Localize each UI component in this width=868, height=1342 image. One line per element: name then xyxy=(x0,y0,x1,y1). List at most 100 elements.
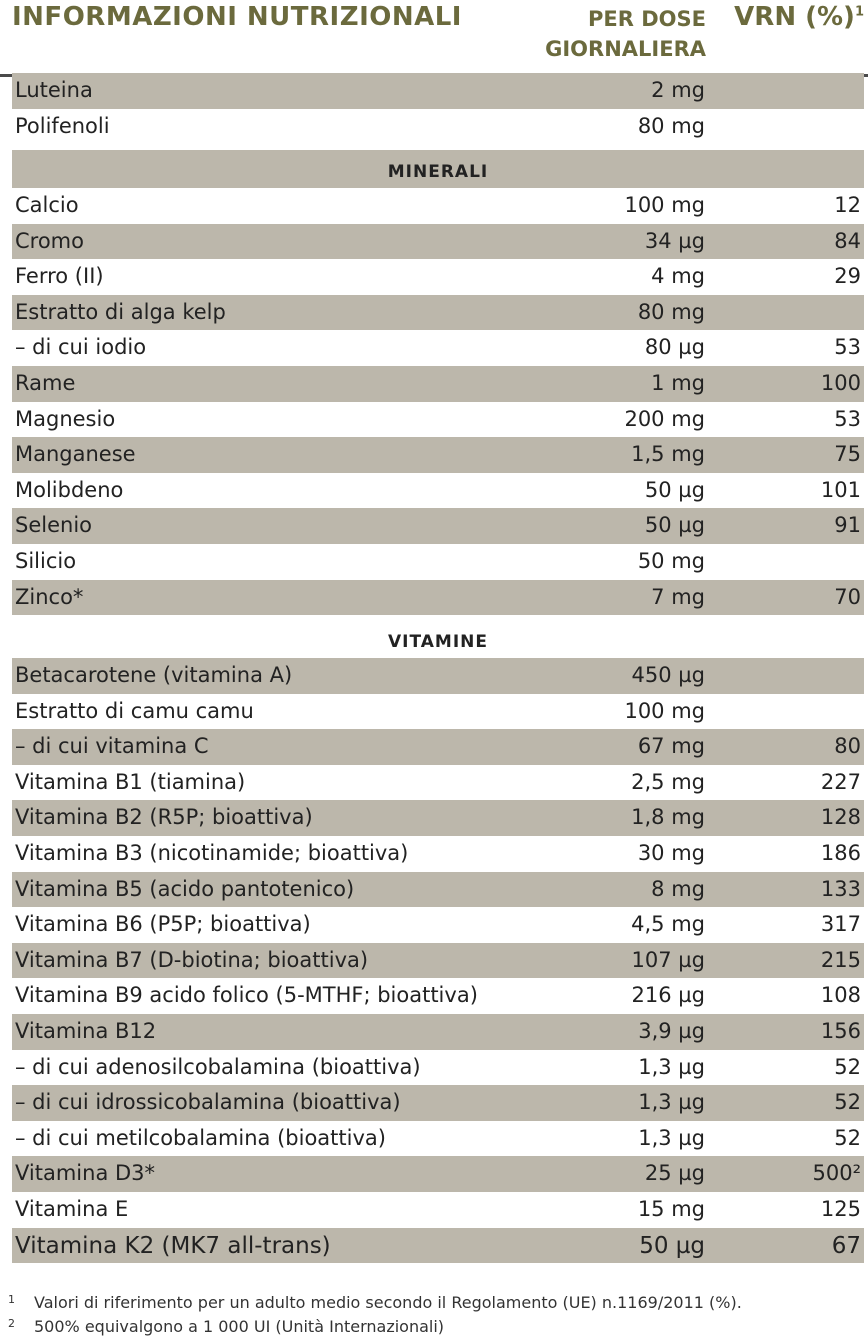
vrn-cell: 84 xyxy=(834,228,861,253)
table-row: Vitamina B12 3,9 µg 156 xyxy=(12,1014,864,1050)
vrn-cell: 52 xyxy=(834,1125,861,1150)
table-row: Rame 1 mg 100 xyxy=(12,366,864,402)
vrn-cell: 29 xyxy=(834,264,861,289)
amount-cell: 8 mg xyxy=(651,876,705,901)
table-title: INFORMAZIONI NUTRIZIONALI xyxy=(12,2,462,32)
amount-cell: 450 µg xyxy=(631,663,705,687)
amount-cell: 1 mg xyxy=(651,371,705,395)
amount-cell: 100 mg xyxy=(624,698,705,723)
table-row: Ferro (II) 4 mg 29 xyxy=(12,259,864,295)
footnote-text: 500% equivalgono a 1 000 UI (Unità Inter… xyxy=(34,1317,445,1336)
vrn-cell: 133 xyxy=(820,876,861,901)
amount-cell: 107 µg xyxy=(631,947,705,972)
nutrient-name: Vitamina B1 (tiamina) xyxy=(15,769,246,794)
amount-cell: 15 mg xyxy=(637,1197,705,1221)
table-row: Molibdeno 50 µg 101 xyxy=(12,473,864,509)
vrn-cell: 215 xyxy=(820,947,861,972)
amount-cell: 80 mg xyxy=(637,299,705,324)
nutrient-name: Luteina xyxy=(15,78,93,102)
nutrient-name: – di cui metilcobalamina (bioattiva) xyxy=(15,1125,386,1150)
nutrient-name: Estratto di alga kelp xyxy=(15,299,226,324)
amount-cell: 2,5 mg xyxy=(631,769,705,794)
vrn-cell: 317 xyxy=(820,912,861,937)
vrn-cell: 156 xyxy=(820,1019,861,1043)
vrn-cell: 12 xyxy=(834,193,861,217)
footnote-mark: 1 xyxy=(8,1293,15,1306)
nutrient-name: Magnesio xyxy=(15,406,116,431)
table-row: Silicio 50 mg xyxy=(12,544,864,580)
nutrient-name: Silicio xyxy=(15,549,77,573)
vrn-cell: 91 xyxy=(834,513,861,538)
nutrient-name: Ferro (II) xyxy=(15,264,104,289)
amount-cell: 67 mg xyxy=(637,734,705,759)
table-row: Estratto di camu camu 100 mg xyxy=(12,694,864,730)
table-row: – di cui metilcobalamina (bioattiva) 1,3 … xyxy=(12,1121,864,1157)
amount-cell: 1,3 µg xyxy=(638,1125,705,1150)
amount-cell: 50 µg xyxy=(644,477,705,502)
table-row: Vitamina D3* 25 µg 500² xyxy=(12,1156,864,1192)
vrn-cell: 100 xyxy=(820,371,861,395)
table-row: Polifenoli 80 mg xyxy=(12,109,864,145)
nutrient-name: Polifenoli xyxy=(15,113,110,138)
amount-cell: 50 mg xyxy=(637,549,705,573)
table-row: Betacarotene (vitamina A) 450 µg xyxy=(12,658,864,694)
table-row: Manganese 1,5 mg 75 xyxy=(12,437,864,473)
section-title-minerali: MINERALI xyxy=(387,162,489,182)
amount-cell: 25 µg xyxy=(644,1161,705,1186)
nutrient-name: Estratto di camu camu xyxy=(15,698,254,723)
amount-cell: 1,3 µg xyxy=(638,1090,705,1115)
table-row: Magnesio 200 mg 53 xyxy=(12,402,864,438)
nutrient-name: Manganese xyxy=(15,442,136,467)
vrn-cell: 227 xyxy=(820,769,861,794)
vrn-cell: 53 xyxy=(834,335,861,360)
vrn-column-header: VRN (%)1 xyxy=(734,2,864,32)
nutrient-name: – di cui iodio xyxy=(15,335,147,360)
table-row: Vitamina E 15 mg 125 xyxy=(12,1192,864,1228)
section-header-vitamine: VITAMINE xyxy=(12,620,864,658)
dose-column-header: PER DOSE GIORNALIERA xyxy=(545,4,706,64)
amount-cell: 50 µg xyxy=(644,513,705,538)
amount-cell: 100 mg xyxy=(624,193,705,217)
table-row: Vitamina B9 acido folico (5-MTHF; bioatt… xyxy=(12,978,864,1014)
nutrient-name: Vitamina E xyxy=(15,1197,129,1221)
table-row: Vitamina K2 (MK7 all-trans) 50 µg 67 xyxy=(12,1227,864,1264)
vrn-cell: 80 xyxy=(834,734,861,759)
table-row: Vitamina B2 (R5P; bioattiva) 1,8 mg 128 xyxy=(12,800,864,836)
nutrient-name: Rame xyxy=(15,371,76,395)
nutrient-name: Zinco* xyxy=(15,584,84,609)
vrn-cell: 70 xyxy=(834,584,861,609)
nutrient-name: Vitamina B7 (D-biotina; bioattiva) xyxy=(15,947,369,972)
table-row: Vitamina B5 (acido pantotenico) 8 mg 133 xyxy=(12,871,864,908)
nutrient-name: – di cui idrossicobalamina (bioattiva) xyxy=(15,1090,401,1115)
amount-cell: 50 µg xyxy=(639,1232,705,1259)
amount-cell: 1,8 mg xyxy=(631,805,705,830)
nutrient-name: Vitamina K2 (MK7 all-trans) xyxy=(15,1232,331,1259)
table-row: Cromo 34 µg 84 xyxy=(12,223,864,260)
table-row: Vitamina B1 (tiamina) 2,5 mg 227 xyxy=(12,765,864,801)
amount-cell: 4 mg xyxy=(651,264,705,289)
table-row: Calcio 100 mg 12 xyxy=(12,188,864,224)
vrn-cell: 67 xyxy=(831,1232,861,1259)
table-row: Vitamina B6 (P5P; bioattiva) 4,5 mg 317 xyxy=(12,907,864,943)
nutrient-name: Vitamina B2 (R5P; bioattiva) xyxy=(15,805,313,830)
vrn-cell: 108 xyxy=(820,983,861,1008)
vrn-cell: 500² xyxy=(812,1161,861,1186)
table-row: Luteina 2 mg xyxy=(12,73,864,109)
amount-cell: 30 mg xyxy=(637,841,705,865)
dose-header-line2: GIORNALIERA xyxy=(545,37,706,61)
table-row: Selenio 50 µg 91 xyxy=(12,508,864,544)
section-header-minerali: MINERALI xyxy=(12,150,864,188)
amount-cell: 1,3 µg xyxy=(638,1054,705,1079)
dose-header-line1: PER DOSE xyxy=(588,7,706,31)
amount-cell: 80 mg xyxy=(637,113,705,138)
vrn-header-label: VRN (%) xyxy=(734,2,855,32)
amount-cell: 3,9 µg xyxy=(638,1019,705,1043)
amount-cell: 200 mg xyxy=(624,406,705,431)
nutrient-name: Vitamina B3 (nicotinamide; bioattiva) xyxy=(15,841,409,865)
nutrient-name: Betacarotene (vitamina A) xyxy=(15,663,293,687)
amount-cell: 80 µg xyxy=(644,335,705,360)
footnote-mark: 2 xyxy=(8,1317,15,1330)
vrn-cell: 53 xyxy=(834,406,861,431)
table-row: – di cui vitamina C 67 mg 80 xyxy=(12,729,864,765)
table-header: INFORMAZIONI NUTRIZIONALI PER DOSE GIORN… xyxy=(0,0,868,77)
